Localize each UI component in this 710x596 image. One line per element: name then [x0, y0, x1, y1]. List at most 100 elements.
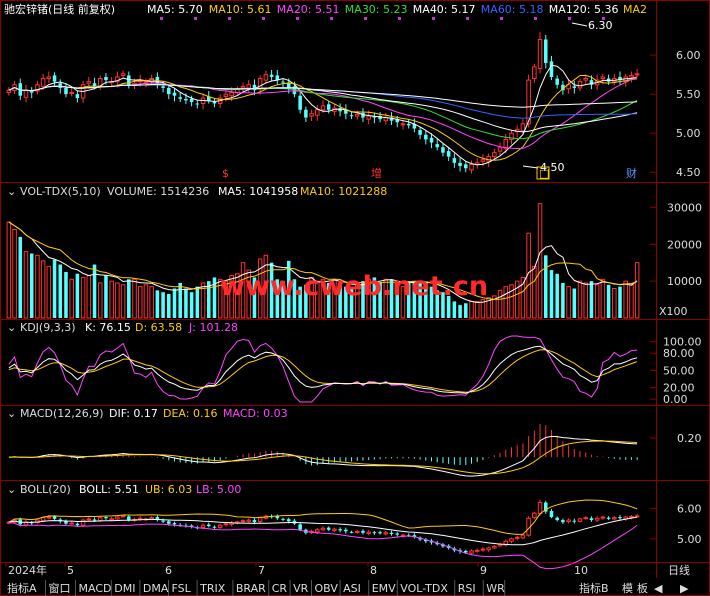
event-mark-cai[interactable]: 财	[626, 166, 637, 180]
volume-bar	[424, 282, 428, 318]
tab-scroll-left-icon[interactable]: ◀	[654, 582, 663, 595]
boll-candle-body	[298, 524, 302, 530]
tab-label[interactable]: EMV	[372, 582, 396, 595]
candle-body	[86, 81, 92, 84]
boll-candle-body	[634, 515, 640, 518]
candle-body	[435, 144, 440, 148]
tab-label[interactable]: 指标A	[7, 581, 37, 595]
boll-candle-body	[361, 530, 365, 533]
boll-lb-value: LB: 5.00	[196, 483, 241, 496]
macd-dea-line	[8, 440, 638, 475]
volume-bar	[167, 294, 171, 318]
tab-label[interactable]: TRIX	[199, 582, 226, 595]
indicator-tab-4[interactable]: DMA	[143, 580, 169, 596]
volume-bar	[235, 273, 240, 319]
boll-candle-body	[172, 523, 177, 525]
macd-indicator-name[interactable]: MACD(12,26,9)	[20, 407, 104, 420]
vol-indicator-name[interactable]: VOL-TDX(5,10)	[20, 185, 101, 198]
boll-candle-body	[127, 516, 131, 521]
tab-label[interactable]: DMI	[114, 582, 135, 595]
volume-bar	[474, 300, 480, 319]
tab-label[interactable]: WR	[486, 582, 505, 595]
indicator-tab-11[interactable]: ASI	[343, 580, 370, 596]
indicator-tab-1[interactable]: 窗口	[49, 580, 76, 596]
volume-bar	[344, 286, 348, 318]
volume-bar	[503, 286, 509, 319]
tab-label[interactable]: FSL	[172, 582, 192, 595]
boll-candle-body	[395, 533, 400, 535]
candle-body	[429, 137, 434, 143]
tab-label[interactable]: BRAR	[236, 582, 266, 595]
boll-candle-body	[104, 517, 108, 519]
tab-label[interactable]: VOL-TDX	[400, 582, 448, 595]
candle-body	[127, 75, 131, 85]
ma-legend: MA5: 5.70 MA10: 5.61 MA20: 5.51 MA30: 5.23 M…	[147, 3, 647, 16]
boll-candle-body	[555, 517, 559, 521]
tab-scroll-right-icon[interactable]: ▶	[680, 582, 689, 595]
tab-right-2[interactable]: 板	[637, 581, 648, 595]
kdj-indicator-name[interactable]: KDJ(9,3,3)	[20, 321, 76, 334]
volume-bar	[492, 295, 497, 319]
indicator-tab-5[interactable]: FSL	[172, 580, 198, 596]
indicator-tab-2[interactable]: MACD	[79, 580, 112, 596]
macd-collapse-icon[interactable]: ⌄	[7, 407, 16, 420]
macd-dif-line	[8, 435, 638, 477]
indicator-tab-14[interactable]: RSI	[458, 580, 484, 596]
boll-collapse-icon[interactable]: ⌄	[7, 483, 16, 496]
stock-title: 驰宏锌锗(日线 前复权)	[4, 2, 115, 16]
volume-bar	[281, 281, 285, 318]
indicator-tab-3[interactable]: DMI	[114, 580, 141, 596]
tab-label[interactable]: VR	[293, 582, 309, 595]
indicator-tab-8[interactable]: CR	[272, 580, 291, 596]
date-label: 9	[480, 564, 487, 577]
period-label[interactable]: 日线	[668, 563, 690, 577]
candle-body	[600, 76, 606, 80]
candle-body	[40, 78, 46, 87]
tab-right-0[interactable]: 指标B	[579, 581, 609, 595]
candle-body	[532, 66, 537, 80]
tab-right-1[interactable]: 模	[622, 582, 633, 595]
event-mark-dollar[interactable]: $	[222, 167, 229, 180]
indicator-tab-12[interactable]: EMV	[372, 580, 398, 596]
volume-bar	[86, 275, 92, 319]
tab-label[interactable]: MACD	[79, 582, 112, 595]
indicator-tab-13[interactable]: VOL-TDX	[400, 580, 456, 596]
marker-dot	[398, 17, 401, 20]
candle-body	[561, 84, 565, 91]
kdj-collapse-icon[interactable]: ⌄	[7, 321, 16, 334]
vol-collapse-icon[interactable]: ⌄	[7, 185, 16, 198]
boll-candle-body	[372, 532, 377, 534]
boll-candle-body	[514, 536, 520, 539]
volume-bar	[315, 280, 320, 319]
candle-body	[120, 73, 126, 76]
boll-candle-body	[492, 545, 497, 549]
tab-label[interactable]: 窗口	[49, 581, 71, 595]
candle-body	[464, 164, 468, 169]
indicator-tab-15[interactable]: WR	[486, 580, 506, 596]
tab-label[interactable]: DMA	[143, 582, 169, 595]
tab-label[interactable]: OBV	[315, 582, 339, 595]
boll-candle-body	[629, 515, 634, 518]
tab-label[interactable]: ASI	[343, 582, 361, 595]
indicator-tab-9[interactable]: VR	[293, 580, 312, 596]
price-tick-label: 6.00	[676, 49, 701, 62]
boll-header: ⌄ BOLL(20) BOLL: 5.51 UB: 6.03 LB: 5.00	[7, 483, 241, 496]
boll-candle-body	[109, 518, 114, 521]
tab-label[interactable]: CR	[272, 582, 288, 595]
boll-ub-value: UB: 6.03	[145, 483, 192, 496]
boll-candle-body	[281, 518, 285, 520]
candle-body	[497, 146, 503, 152]
volume-bar	[400, 286, 406, 319]
indicator-tab-0[interactable]: 指标A	[7, 580, 46, 596]
indicator-tab-7[interactable]: BRAR	[236, 580, 270, 596]
boll-candle-body	[378, 532, 382, 534]
volume-bar	[600, 278, 606, 319]
boll-indicator-name[interactable]: BOLL(20)	[20, 483, 71, 496]
tab-label[interactable]: RSI	[458, 582, 476, 595]
indicator-tab-6[interactable]: TRIX	[199, 580, 234, 596]
event-mark-box[interactable]	[536, 166, 550, 180]
volume-bar	[149, 286, 154, 319]
indicator-tab-10[interactable]: OBV	[315, 580, 341, 596]
event-mark-zeng[interactable]: 增	[371, 166, 382, 180]
